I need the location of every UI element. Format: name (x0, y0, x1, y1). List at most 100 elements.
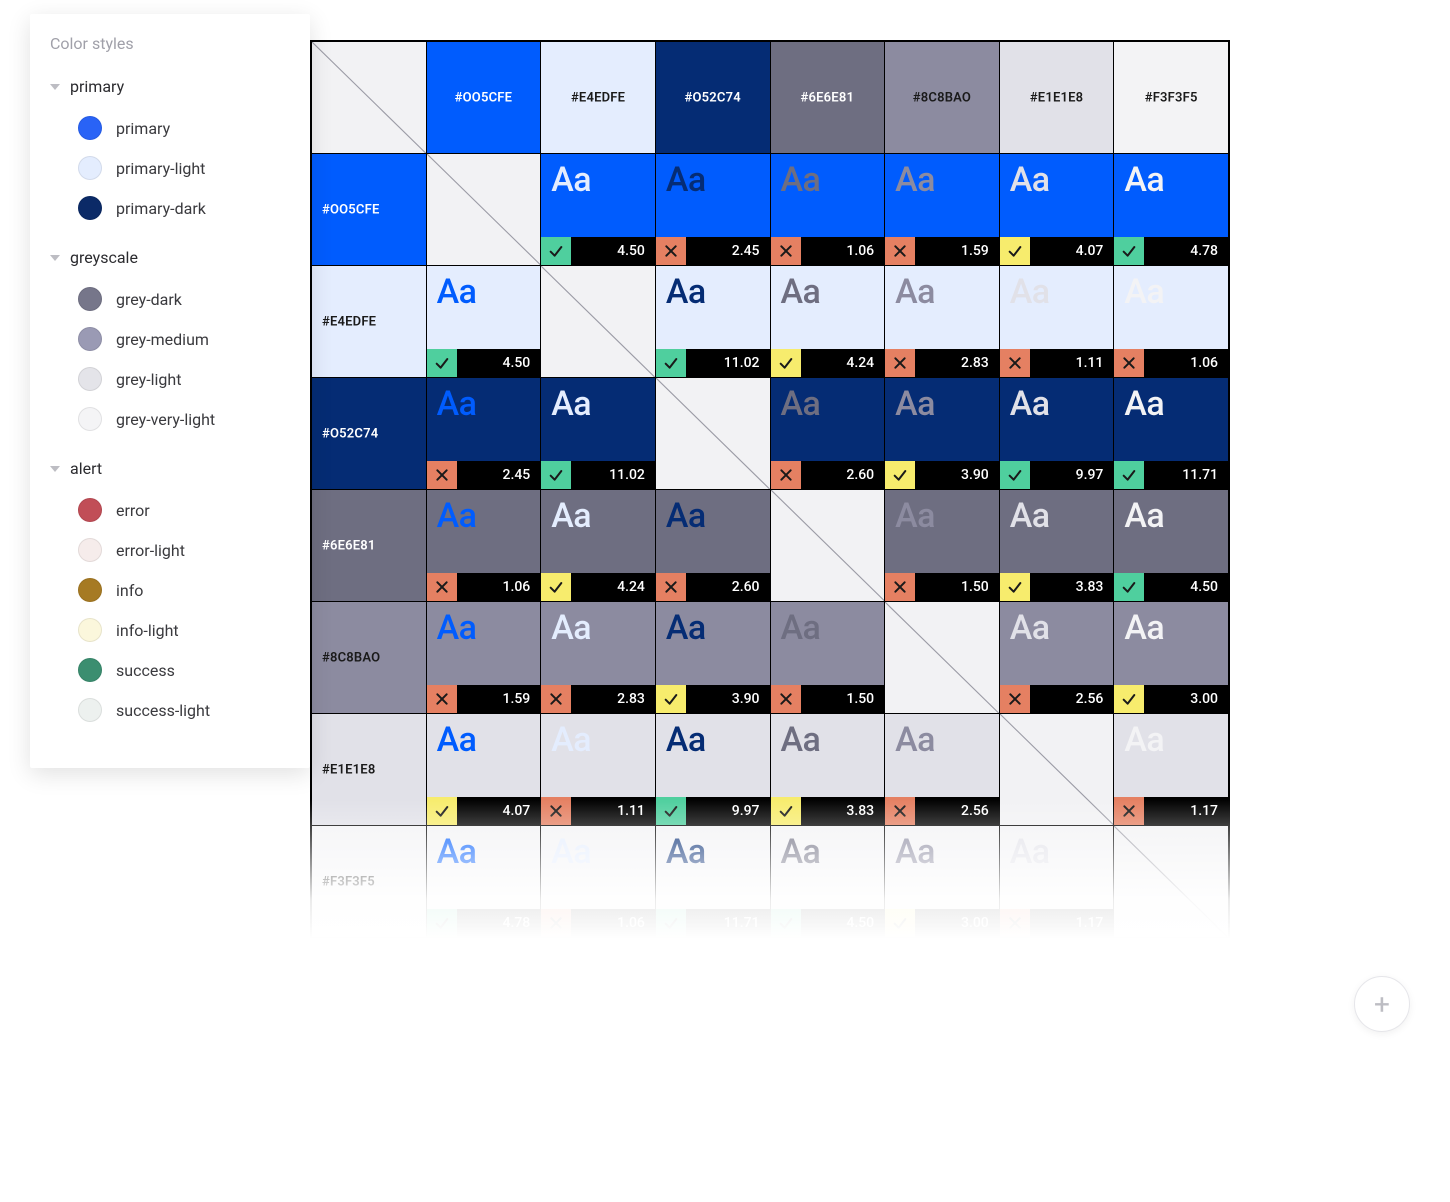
contrast-cell[interactable]: Aa2.60 (770, 378, 885, 490)
contrast-cell[interactable]: Aa3.90 (885, 378, 1000, 490)
matrix-row-header[interactable]: #E1E1E8 (312, 714, 427, 826)
color-item[interactable]: primary (78, 108, 290, 148)
color-item[interactable]: primary-light (78, 148, 290, 188)
contrast-cell[interactable]: Aa1.59 (885, 154, 1000, 266)
add-button[interactable]: + (1354, 976, 1410, 1032)
color-item[interactable]: info (78, 570, 290, 610)
color-group-header[interactable]: greyscale (50, 242, 290, 273)
contrast-cell[interactable]: Aa 3.83 (999, 490, 1114, 602)
contrast-cell[interactable]: Aa 11.71 (1114, 378, 1229, 490)
score-bar: 4.50 (427, 349, 541, 377)
score-value: 4.50 (457, 349, 541, 377)
contrast-cell[interactable]: Aa4.24 (541, 490, 656, 602)
score-bar: 2.45 (656, 237, 770, 265)
matrix-row-header[interactable]: #6E6E81 (312, 490, 427, 602)
matrix-col-header[interactable]: #E4EDFE (541, 42, 656, 154)
contrast-cell[interactable]: Aa2.45 (426, 378, 541, 490)
score-value: 1.17 (1144, 797, 1228, 825)
chevron-down-icon (50, 84, 60, 90)
contrast-cell[interactable]: Aa2.83 (541, 602, 656, 714)
color-swatch-icon (78, 578, 102, 602)
contrast-cell[interactable]: Aa4.07 (426, 714, 541, 826)
contrast-cell[interactable]: Aa4.50 (426, 266, 541, 378)
color-item[interactable]: error (78, 490, 290, 530)
color-item[interactable]: grey-light (78, 359, 290, 399)
score-bar: 3.00 (885, 909, 999, 937)
matrix-row-header[interactable]: #E4EDFE (312, 266, 427, 378)
contrast-cell[interactable]: Aa9.97 (655, 714, 770, 826)
contrast-cell[interactable]: Aa1.06 (541, 826, 656, 938)
score-bar: 3.83 (1000, 573, 1114, 601)
sample-text: Aa (1124, 384, 1164, 424)
contrast-cell[interactable]: Aa1.06 (770, 154, 885, 266)
contrast-cell[interactable]: Aa11.02 (541, 378, 656, 490)
matrix-col-header[interactable]: #6E6E81 (770, 42, 885, 154)
color-item[interactable]: grey-medium (78, 319, 290, 359)
contrast-cell[interactable]: Aa1.50 (770, 602, 885, 714)
contrast-cell[interactable]: Aa2.83 (885, 266, 1000, 378)
contrast-cell[interactable]: Aa3.90 (655, 602, 770, 714)
contrast-cell[interactable]: Aa1.17 (1114, 714, 1229, 826)
sample-text: Aa (437, 496, 477, 536)
contrast-cell[interactable]: Aa2.56 (885, 714, 1000, 826)
contrast-cell[interactable]: Aa4.78 (426, 826, 541, 938)
score-value: 2.56 (915, 797, 999, 825)
sample-text: Aa (1010, 496, 1050, 536)
color-swatch-icon (78, 287, 102, 311)
contrast-cell[interactable]: Aa 1.06 (426, 490, 541, 602)
color-item[interactable]: grey-dark (78, 279, 290, 319)
score-value: 1.11 (1030, 349, 1114, 377)
score-bar: 4.50 (1114, 573, 1228, 601)
contrast-cell[interactable]: Aa3.00 (885, 826, 1000, 938)
contrast-cell[interactable]: Aa4.50 (1114, 490, 1229, 602)
contrast-cell[interactable]: Aa3.00 (1114, 602, 1229, 714)
contrast-cell[interactable]: Aa2.45 (655, 154, 770, 266)
matrix-col-header[interactable]: #E1E1E8 (999, 42, 1114, 154)
contrast-cell[interactable]: Aa1.11 (541, 714, 656, 826)
color-item[interactable]: success (78, 650, 290, 690)
matrix-diagonal-cell (1114, 826, 1229, 938)
matrix-row-header-label: #F3F3F5 (322, 874, 375, 889)
score-bar: 1.06 (427, 573, 541, 601)
contrast-cell[interactable]: Aa1.11 (999, 266, 1114, 378)
color-group-header[interactable]: primary (50, 71, 290, 102)
check-icon (656, 909, 686, 937)
score-value: 1.11 (571, 797, 655, 825)
contrast-cell[interactable]: Aa2.56 (999, 602, 1114, 714)
matrix-col-header[interactable]: #O52C74 (655, 42, 770, 154)
contrast-cell[interactable]: Aa1.06 (1114, 266, 1229, 378)
color-item[interactable]: info-light (78, 610, 290, 650)
contrast-cell[interactable]: Aa4.50 (770, 826, 885, 938)
matrix-row-header[interactable]: #F3F3F5 (312, 826, 427, 938)
contrast-cell[interactable]: Aa1.50 (885, 490, 1000, 602)
contrast-cell[interactable]: Aa3.83 (770, 714, 885, 826)
contrast-cell[interactable]: Aa1.17 (999, 826, 1114, 938)
color-item[interactable]: grey-very-light (78, 399, 290, 439)
color-item[interactable]: primary-dark (78, 188, 290, 228)
matrix-row-header[interactable]: #8C8BAO (312, 602, 427, 714)
matrix-row-header[interactable]: #OO5CFE (312, 154, 427, 266)
color-swatch-icon (78, 156, 102, 180)
color-item[interactable]: success-light (78, 690, 290, 730)
contrast-cell[interactable]: Aa11.71 (655, 826, 770, 938)
contrast-cell[interactable]: Aa2.60 (655, 490, 770, 602)
score-bar: 11.71 (1114, 461, 1228, 489)
contrast-cell[interactable]: Aa4.07 (999, 154, 1114, 266)
color-group-header[interactable]: alert (50, 453, 290, 484)
score-value: 3.00 (1144, 685, 1228, 713)
sample-text: Aa (551, 496, 591, 536)
matrix-col-header[interactable]: #F3F3F5 (1114, 42, 1229, 154)
matrix-col-header[interactable]: #OO5CFE (426, 42, 541, 154)
contrast-cell[interactable]: Aa4.24 (770, 266, 885, 378)
matrix-row-header[interactable]: #O52C74 (312, 378, 427, 490)
color-item-label: primary-dark (116, 199, 206, 218)
matrix-col-header[interactable]: #8C8BAO (885, 42, 1000, 154)
color-item[interactable]: error-light (78, 530, 290, 570)
score-value: 3.90 (686, 685, 770, 713)
contrast-cell[interactable]: Aa1.59 (426, 602, 541, 714)
contrast-cell[interactable]: Aa4.50 (541, 154, 656, 266)
contrast-cell[interactable]: Aa4.78 (1114, 154, 1229, 266)
contrast-cell[interactable]: Aa11.02 (655, 266, 770, 378)
color-swatch-icon (78, 658, 102, 682)
contrast-cell[interactable]: Aa9.97 (999, 378, 1114, 490)
